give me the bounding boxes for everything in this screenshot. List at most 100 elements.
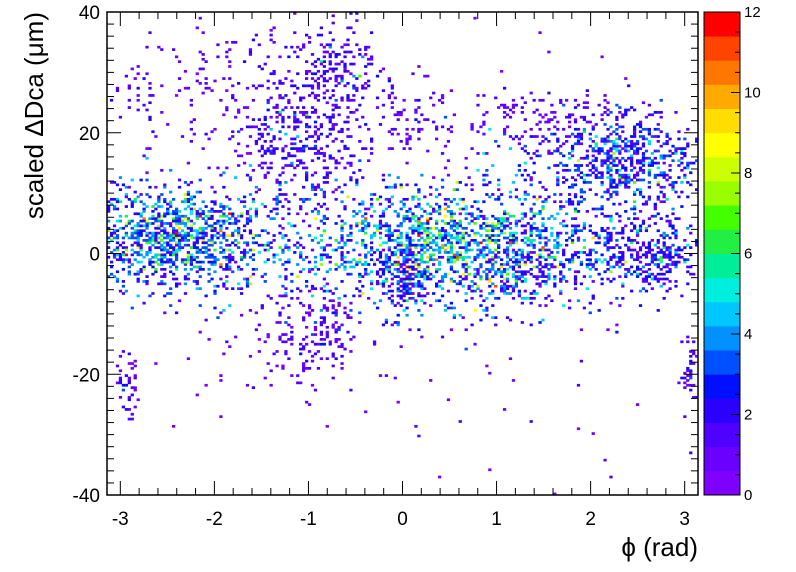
heatmap-cell <box>396 229 400 233</box>
heatmap-cell <box>426 270 430 274</box>
heatmap-cell <box>115 241 120 245</box>
heatmap-cell <box>169 248 173 252</box>
heatmap-cell <box>302 161 306 165</box>
heatmap-cell <box>638 147 643 150</box>
heatmap-cell <box>275 120 279 124</box>
heatmap-cell <box>547 267 551 271</box>
heatmap-cell <box>133 359 137 363</box>
heatmap-cell <box>603 106 607 109</box>
heatmap-cell <box>174 214 179 218</box>
heatmap-cell <box>381 210 386 213</box>
heatmap-cell <box>482 214 486 218</box>
heatmap-cell <box>325 89 329 92</box>
heatmap-cell <box>263 149 267 153</box>
heatmap-cell <box>239 258 244 262</box>
heatmap-cell <box>514 258 519 262</box>
heatmap-cell <box>284 246 288 249</box>
heatmap-cell <box>473 275 477 278</box>
heatmap-cell <box>160 219 164 223</box>
heatmap-cell <box>328 67 332 71</box>
heatmap-cell <box>346 38 350 42</box>
heatmap-cell <box>349 272 353 276</box>
heatmap-cell <box>112 231 117 235</box>
heatmap-cell <box>408 258 412 262</box>
heatmap-cell <box>213 190 217 194</box>
heatmap-cell <box>160 205 164 208</box>
x-tick-label: 0 <box>397 509 408 530</box>
heatmap-cell <box>260 275 264 278</box>
heatmap-cell <box>446 234 451 237</box>
heatmap-cell <box>248 53 253 56</box>
heatmap-cell <box>166 123 170 126</box>
heatmap-cell <box>387 267 391 271</box>
heatmap-cell <box>624 200 628 204</box>
heatmap-cell <box>405 142 409 146</box>
heatmap-cell <box>316 137 321 141</box>
heatmap-cell <box>603 161 607 165</box>
heatmap-cell <box>358 168 362 172</box>
heatmap-cell <box>526 239 530 242</box>
heatmap-cell <box>656 265 660 269</box>
heatmap-cell <box>529 229 533 233</box>
heatmap-cell <box>272 26 276 30</box>
heatmap-cell <box>482 178 486 182</box>
heatmap-cell <box>402 243 406 247</box>
heatmap-cell <box>133 200 137 204</box>
heatmap-cell <box>562 154 566 158</box>
heatmap-cell <box>585 173 589 177</box>
heatmap-cell <box>437 207 442 211</box>
heatmap-cell <box>304 33 309 37</box>
heatmap-cell <box>544 258 548 262</box>
heatmap-cell <box>378 231 383 235</box>
heatmap-cell <box>343 255 347 259</box>
heatmap-cell <box>109 265 114 269</box>
heatmap-cell <box>340 246 344 249</box>
heatmap-cell <box>154 135 158 138</box>
heatmap-cell <box>632 258 637 262</box>
heatmap-cell <box>408 267 412 271</box>
heatmap-cell <box>505 113 510 117</box>
heatmap-cell <box>151 236 155 240</box>
heatmap-cell <box>307 69 312 73</box>
heatmap-cell <box>526 255 530 259</box>
heatmap-cell <box>517 168 521 172</box>
heatmap-cell <box>269 161 273 165</box>
heatmap-cell <box>467 287 471 291</box>
heatmap-cell <box>520 217 524 220</box>
heatmap-cell <box>390 234 394 237</box>
heatmap-cell <box>562 263 566 266</box>
heatmap-cell <box>263 280 267 283</box>
heatmap-cell <box>275 321 279 324</box>
heatmap-cell <box>446 246 451 249</box>
heatmap-cell <box>544 280 548 283</box>
heatmap-cell <box>565 280 569 283</box>
heatmap-cell <box>615 144 619 148</box>
heatmap-cell <box>576 229 581 233</box>
heatmap-cell <box>148 246 152 249</box>
heatmap-cell <box>597 234 601 237</box>
heatmap-cell <box>618 265 622 269</box>
heatmap-cell <box>402 205 406 208</box>
heatmap-cell <box>381 103 386 107</box>
heatmap-cell <box>180 200 185 204</box>
heatmap-cell <box>523 190 527 194</box>
heatmap-cell <box>340 263 344 266</box>
heatmap-cell <box>189 212 193 216</box>
heatmap-cell <box>588 120 592 124</box>
heatmap-cell <box>665 173 669 177</box>
heatmap-cell <box>458 420 462 423</box>
heatmap-cell <box>615 137 619 141</box>
heatmap-cell <box>124 246 128 249</box>
heatmap-cell <box>603 458 607 462</box>
heatmap-cell <box>567 168 572 172</box>
heatmap-cell <box>674 234 678 237</box>
heatmap-cell <box>659 248 663 252</box>
heatmap-cell <box>316 127 321 131</box>
heatmap-cell <box>621 140 625 143</box>
heatmap-cell <box>157 219 161 223</box>
heatmap-cell <box>124 224 128 228</box>
heatmap-cell <box>414 260 418 264</box>
heatmap-cell <box>257 338 261 341</box>
heatmap-cell <box>346 82 350 85</box>
heatmap-cell <box>402 280 406 283</box>
